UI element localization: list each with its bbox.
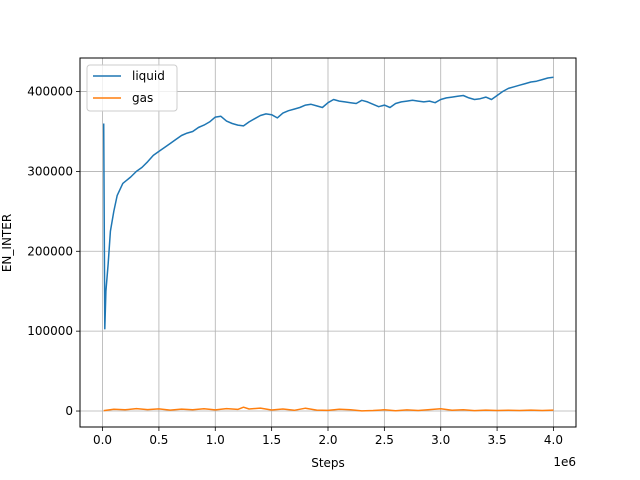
x-tick-label: 0.5 — [149, 433, 168, 447]
x-tick-label: 3.5 — [488, 433, 507, 447]
y-tick-label: 200000 — [27, 244, 73, 258]
x-axis-offset-label: 1e6 — [553, 455, 576, 469]
x-tick-label: 1.5 — [262, 433, 281, 447]
x-tick-label: 4.0 — [544, 433, 563, 447]
legend-label-gas: gas — [132, 91, 153, 105]
grid — [80, 58, 576, 427]
y-tick-label: 400000 — [27, 85, 73, 99]
y-axis: 0 100000 200000 300000 400000 — [27, 85, 80, 418]
legend: liquid gas — [86, 64, 178, 112]
x-tick-label: 2.0 — [318, 433, 337, 447]
x-tick-label: 0.0 — [93, 433, 112, 447]
plot-lines — [102, 76, 554, 412]
x-tick-label: 3.0 — [431, 433, 450, 447]
y-axis-label: EN_INTER — [0, 214, 14, 272]
series-line-liquid — [102, 76, 554, 330]
x-tick-label: 1.0 — [206, 433, 225, 447]
series-line-gas — [103, 406, 554, 412]
y-tick-label: 0 — [65, 404, 73, 418]
y-tick-label: 300000 — [27, 164, 73, 178]
y-tick-label: 100000 — [27, 324, 73, 338]
x-axis: 0.0 0.5 1.0 1.5 2.0 2.5 3.0 3.5 4.0 — [93, 427, 563, 447]
x-tick-label: 2.5 — [375, 433, 394, 447]
legend-label-liquid: liquid — [132, 69, 165, 83]
x-axis-label: Steps — [311, 456, 345, 470]
